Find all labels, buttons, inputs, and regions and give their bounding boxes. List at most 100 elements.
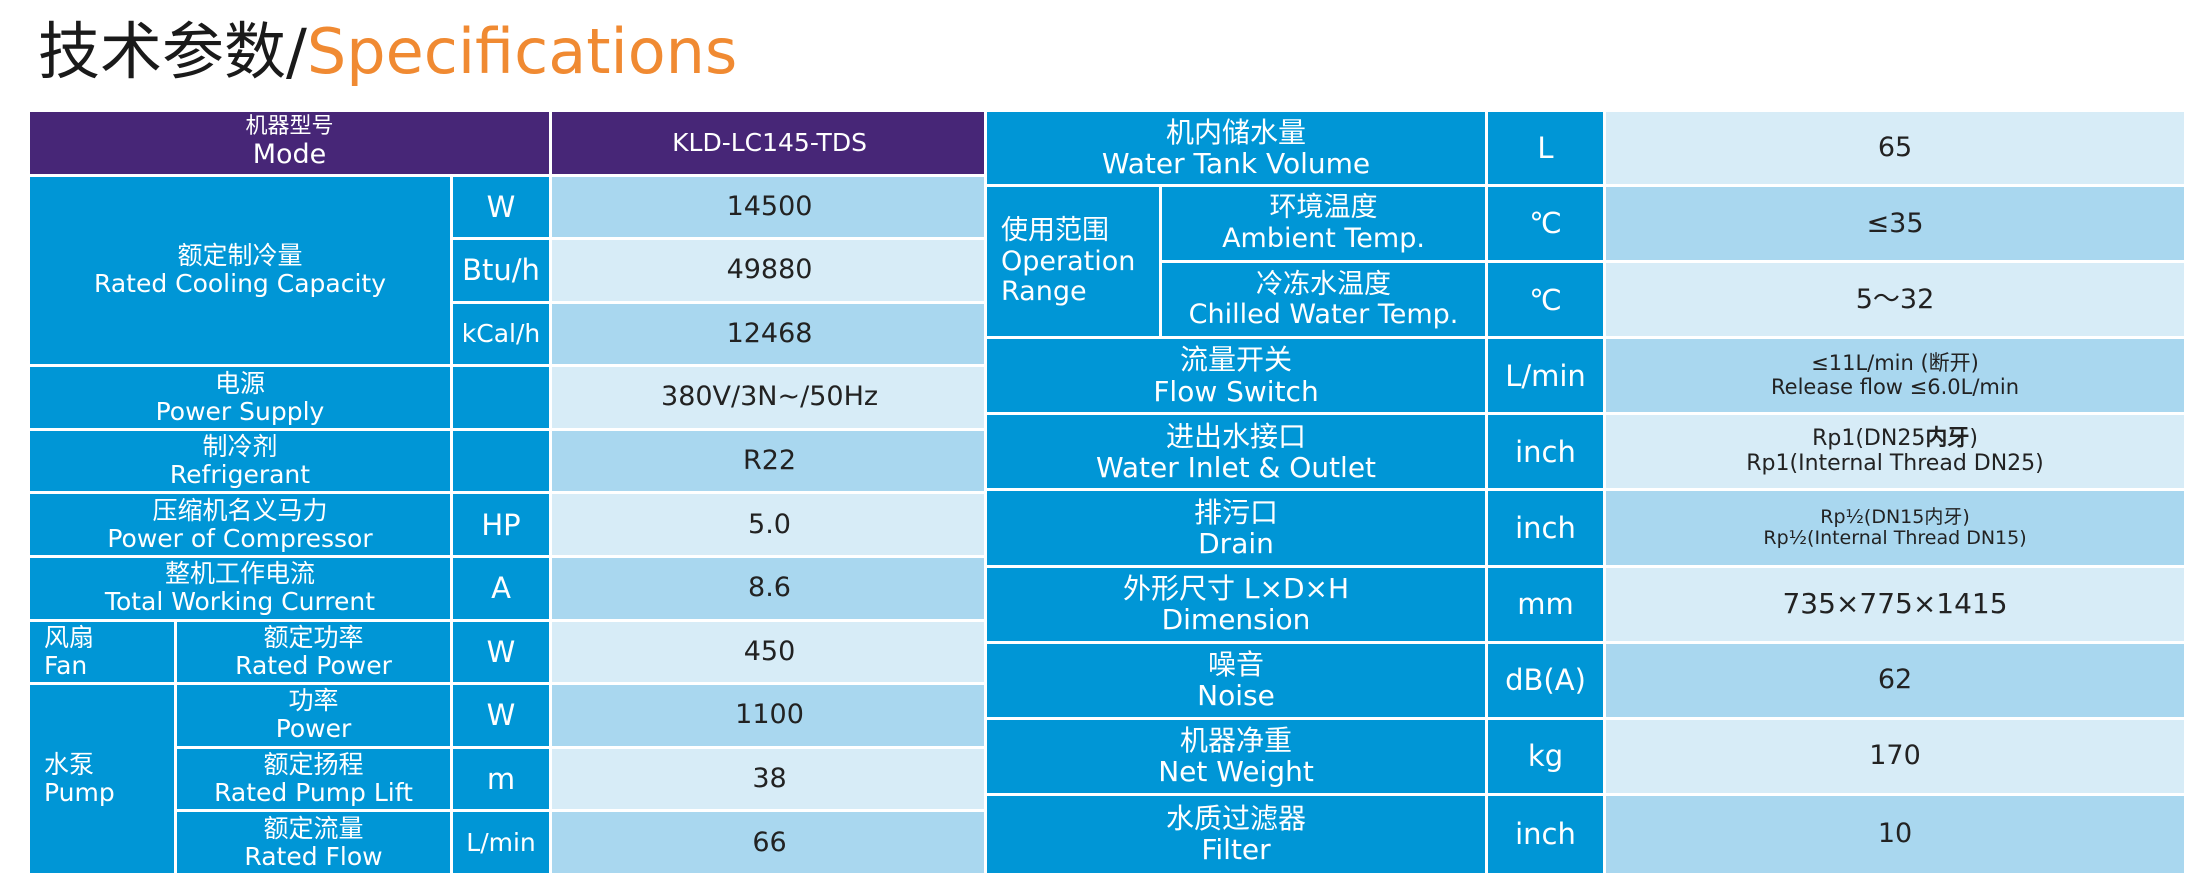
cooling-unit-kcal: kCal/h [449, 300, 553, 368]
noise-label-en: Noise [1197, 679, 1275, 713]
tank-unit: L [1485, 108, 1607, 188]
refrigerant-label-zh: 制冷剂 [202, 432, 278, 462]
row-cooling-w: 额定制冷量 Rated Cooling Capacity W 14500 [27, 173, 991, 368]
pump-lift-unit: m [449, 745, 553, 813]
cooling-label-en: Rated Cooling Capacity [94, 269, 386, 299]
pump-power-value: 1100 [549, 682, 991, 749]
row-refrigerant: 制冷剂 Refrigerant R22 [27, 427, 991, 495]
row-compressor: 压缩机名义马力 Power of Compressor HP 5.0 [27, 491, 991, 559]
refrigerant-unit [449, 427, 553, 495]
power-supply-label-en: Power Supply [155, 396, 325, 426]
power-supply-label: 电源 Power Supply [27, 364, 453, 431]
fan-group-zh: 风扇 [44, 622, 95, 652]
operation-group-zh: 使用范围 [1001, 215, 1109, 247]
row-cooling-btu: Btu/h 49880 [29, 237, 991, 304]
page-title: 技术参数/Specifications [38, 10, 737, 94]
filter-label-en: Filter [1201, 833, 1271, 867]
inlet-value-2: Rp1(Internal Thread DN25) [1746, 450, 2044, 476]
model-label-zh: 机器型号 [245, 114, 334, 140]
tank-label: 机内储水量 Water Tank Volume [983, 108, 1489, 188]
pump-group-label: 水泵 Pump [27, 682, 177, 876]
inlet-label-zh: 进出水接口 [1166, 419, 1307, 453]
pump-flow-label: 额定流量 Rated Flow [174, 809, 453, 876]
pump-flow-value: 66 [549, 809, 991, 876]
pump-group-en: Pump [44, 778, 115, 808]
drain-label: 排污口 Drain [983, 488, 1489, 568]
drain-value-2: Rp½(Internal Thread DN15) [1763, 527, 2027, 550]
ambient-label-en: Ambient Temp. [1222, 222, 1425, 254]
fan-group-label: 风扇 Fan [27, 618, 177, 686]
pump-group-zh: 水泵 [44, 750, 95, 780]
pump-flow-label-zh: 额定流量 [263, 813, 364, 843]
pump-power-label-en: Power [275, 714, 352, 744]
tank-label-en: Water Tank Volume [1101, 147, 1371, 181]
power-supply-value: 380V/3N~/50Hz [549, 364, 991, 431]
row-power-supply: 电源 Power Supply 380V/3N~/50Hz [27, 364, 991, 431]
current-unit: A [449, 555, 553, 622]
dimension-unit: mm [1485, 564, 1607, 644]
refrigerant-value: R22 [549, 427, 991, 495]
row-chilled: 冷冻水温度 Chilled Water Temp. ℃ 5～32 [986, 260, 2188, 340]
current-value: 8.6 [549, 555, 991, 622]
chilled-label: 冷冻水温度 Chilled Water Temp. [1158, 260, 1489, 340]
fan-unit: W [449, 618, 553, 686]
cooling-label: 额定制冷量 Rated Cooling Capacity [27, 173, 453, 368]
pump-power-unit: W [449, 682, 553, 749]
row-pump-flow: 额定流量 Rated Flow L/min 66 [29, 809, 991, 876]
flow-switch-label-zh: 流量开关 [1180, 343, 1293, 377]
ambient-label: 环境温度 Ambient Temp. [1158, 184, 1489, 264]
row-flow-switch: 流量开关 Flow Switch L/min ≤11L/min (断开) Rel… [983, 336, 2188, 416]
model-value: KLD-LC145-TDS [549, 109, 991, 177]
cooling-value-w: 14500 [549, 173, 991, 241]
cooling-value-btu: 49880 [549, 237, 991, 304]
row-drain: 排污口 Drain inch Rp½(DN15内牙) Rp½(Internal … [983, 488, 2188, 568]
current-label-en: Total Working Current [104, 587, 376, 617]
pump-lift-value: 38 [549, 745, 991, 813]
model-label: 机器型号 Mode [26, 109, 553, 177]
noise-unit: dB(A) [1485, 640, 1607, 720]
fan-group-en: Fan [44, 650, 88, 680]
inlet-value-1b: 内牙 [1925, 426, 1970, 452]
fan-label-zh: 额定功率 [263, 622, 364, 652]
chilled-label-zh: 冷冻水温度 [1256, 268, 1391, 300]
filter-unit: inch [1485, 792, 1607, 877]
power-supply-unit [449, 364, 553, 431]
power-supply-label-zh: 电源 [214, 368, 265, 398]
drain-label-en: Drain [1198, 527, 1274, 561]
operation-group-en1: Operation [1001, 245, 1136, 277]
pump-lift-label-en: Rated Pump Lift [214, 778, 413, 808]
noise-value: 62 [1603, 640, 2188, 720]
inlet-value: Rp1(DN25内牙) Rp1(Internal Thread DN25) [1603, 412, 2188, 492]
operation-group-en2: Range [1001, 275, 1087, 307]
current-label-zh: 整机工作电流 [164, 559, 315, 589]
cooling-label-zh: 额定制冷量 [177, 241, 303, 271]
row-noise: 噪音 Noise dB(A) 62 [983, 640, 2188, 720]
row-weight: 机器净重 Net Weight kg 170 [983, 716, 2188, 796]
refrigerant-label: 制冷剂 Refrigerant [27, 427, 453, 495]
inlet-label-en: Water Inlet & Outlet [1095, 450, 1377, 484]
drain-unit: inch [1485, 488, 1607, 568]
inlet-value-1a: Rp1(DN25 [1812, 426, 1926, 452]
compressor-value: 5.0 [549, 491, 991, 559]
chilled-label-en: Chilled Water Temp. [1188, 298, 1459, 330]
flow-switch-value-2: Release flow ≤6.0L/min [1771, 374, 2020, 399]
row-dimension: 外形尺寸 L×D×H Dimension mm 735×775×1415 [983, 564, 2188, 644]
dimension-label-zh: 外形尺寸 L×D×H [1122, 571, 1350, 605]
filter-label: 水质过滤器 Filter [983, 792, 1489, 877]
row-cooling-kcal: kCal/h 12468 [29, 300, 991, 368]
dimension-label-en: Dimension [1161, 603, 1311, 637]
compressor-label-en: Power of Compressor [107, 523, 373, 553]
compressor-label: 压缩机名义马力 Power of Compressor [27, 491, 453, 559]
drain-label-zh: 排污口 [1194, 495, 1279, 529]
pump-flow-unit: L/min [449, 809, 553, 876]
inlet-value-1: Rp1(DN25内牙) [1608, 426, 2183, 452]
drain-value-1: Rp½(DN15内牙) [1820, 505, 1970, 528]
ambient-unit: ℃ [1485, 184, 1607, 264]
row-model: 机器型号 Mode KLD-LC145-TDS [26, 109, 991, 177]
noise-label-zh: 噪音 [1208, 647, 1265, 681]
noise-label: 噪音 Noise [983, 640, 1489, 720]
row-pump-power: 水泵 Pump 功率 Power W 1100 [27, 682, 991, 876]
operation-group-label: 使用范围 Operation Range [984, 184, 1162, 340]
weight-label: 机器净重 Net Weight [983, 716, 1489, 796]
inlet-unit: inch [1485, 412, 1607, 492]
